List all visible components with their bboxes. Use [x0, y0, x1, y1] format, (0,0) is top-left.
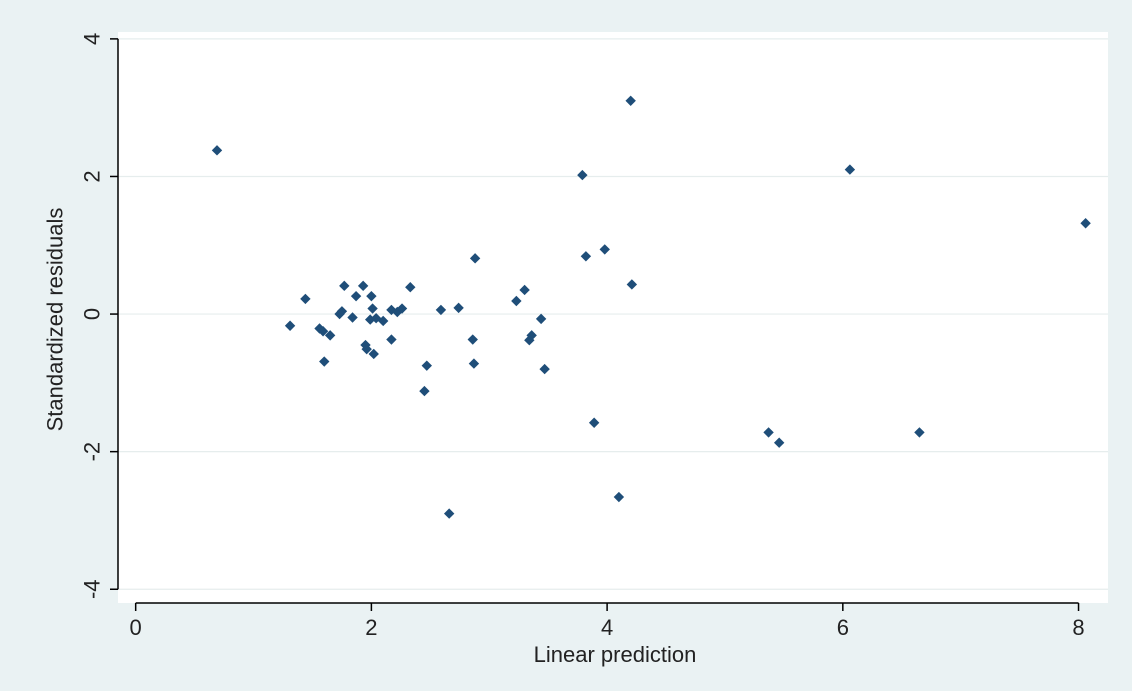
plot-area [118, 32, 1108, 603]
gridlines [118, 38, 1108, 590]
data-point [336, 306, 348, 317]
data-point [366, 290, 377, 302]
data-point [469, 253, 481, 264]
data-point [625, 95, 636, 106]
data-point [626, 279, 638, 290]
data-point [453, 302, 464, 314]
data-point [357, 280, 369, 292]
data-point [613, 491, 625, 503]
x-tick-label: 6 [837, 615, 849, 640]
data-points [211, 95, 1091, 519]
data-point [421, 360, 432, 371]
data-point [468, 358, 480, 369]
x-axis-title: Linear prediction [534, 642, 697, 667]
data-point [386, 334, 397, 345]
data-point [319, 356, 330, 367]
data-point [535, 313, 547, 325]
data-point [526, 330, 537, 341]
tick-labels: -4 -2 0 2 4 0 2 4 6 8 [80, 33, 1085, 640]
y-tick-label: -2 [80, 442, 105, 462]
data-point [339, 280, 350, 292]
data-point [211, 145, 223, 156]
data-point [368, 348, 379, 360]
y-tick-label: -4 [80, 579, 105, 599]
data-point [361, 343, 372, 355]
data-point [396, 303, 408, 314]
x-tick-label: 8 [1072, 615, 1084, 640]
data-point [324, 330, 336, 341]
data-point [419, 385, 430, 397]
y-axis-title: Standardized residuals [43, 208, 68, 432]
data-point [914, 427, 925, 438]
x-tick-label: 4 [601, 615, 613, 640]
data-point [284, 320, 296, 331]
data-point [300, 293, 311, 305]
data-point [405, 282, 416, 293]
data-point [588, 417, 600, 428]
y-tick-label: 2 [80, 170, 105, 182]
data-point [317, 326, 329, 337]
data-point [577, 169, 588, 181]
data-point [580, 251, 592, 262]
data-point [773, 437, 785, 448]
data-point [435, 304, 447, 316]
data-point [377, 315, 389, 327]
data-point [467, 334, 478, 345]
data-point [350, 290, 362, 302]
data-point [367, 303, 378, 314]
x-tick-label: 2 [365, 615, 377, 640]
data-point [519, 284, 530, 296]
data-point [1080, 218, 1091, 229]
data-point [347, 312, 358, 323]
data-point [539, 363, 550, 375]
axes [110, 38, 1080, 611]
y-tick-label: 4 [80, 33, 105, 45]
x-tick-label: 0 [130, 615, 142, 640]
data-point [511, 295, 522, 307]
y-tick-label: 0 [80, 308, 105, 320]
data-point [844, 164, 856, 175]
data-point [443, 508, 455, 519]
data-point [599, 244, 610, 255]
data-point [763, 427, 774, 438]
